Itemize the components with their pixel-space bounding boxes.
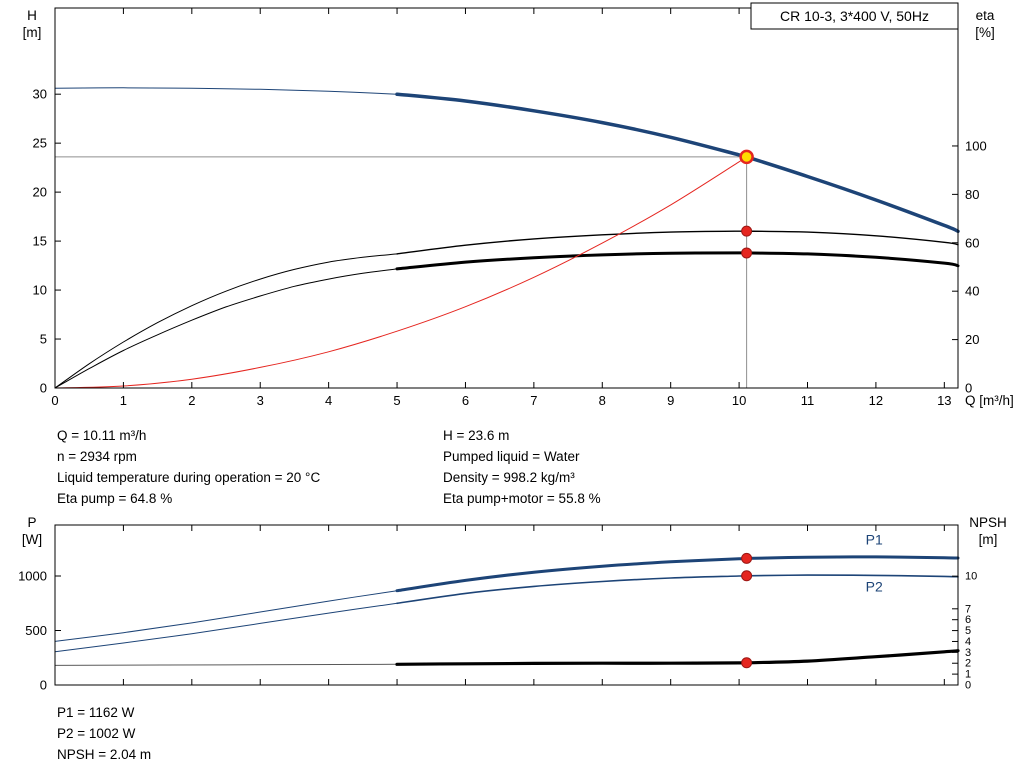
pump-legend-box bbox=[750, 2, 959, 30]
curve-series bbox=[54, 87, 960, 389]
chart-text: 5 bbox=[393, 393, 400, 408]
chart-text: 10 bbox=[732, 393, 746, 408]
plot-border bbox=[54, 524, 959, 686]
chart-text: P2 bbox=[866, 578, 883, 594]
series-eta-pump-lead bbox=[54, 253, 398, 389]
qh-efficiency-chart: 0 1 2 3 4 5 6 7 8 9 10 11 12 130510152025300204060801… bbox=[23, 2, 1014, 408]
info-speed: n = 2934 rpm bbox=[57, 449, 137, 464]
chart-text: 13 bbox=[937, 393, 951, 408]
chart-text: 15 bbox=[33, 234, 47, 249]
series-eta-pump-motor-lead bbox=[54, 268, 398, 389]
chart-text: 11 bbox=[801, 393, 815, 408]
series-p1-curve-lead bbox=[54, 590, 398, 642]
chart-text: 5 bbox=[40, 332, 47, 347]
chart-text: 8 bbox=[599, 393, 606, 408]
chart-text: P bbox=[27, 515, 36, 530]
chart-text: 4 bbox=[325, 393, 332, 408]
chart-text: 3 bbox=[257, 393, 264, 408]
chart-text: 20 bbox=[965, 332, 979, 347]
curve-labels: P1 P2 bbox=[866, 531, 883, 594]
duty-info-left-column: Q = 10.11 m³/h n = 2934 rpm Liquid tempe… bbox=[57, 425, 320, 509]
curve-series bbox=[54, 555, 960, 666]
info-temperature: Liquid temperature during operation = 20… bbox=[57, 470, 321, 485]
chart-text: 0 bbox=[965, 680, 971, 692]
operating-point-dot bbox=[741, 552, 753, 564]
chart-text: 0 bbox=[965, 381, 972, 396]
chart-text: NPSH bbox=[969, 515, 1007, 530]
chart-text: 500 bbox=[25, 623, 47, 638]
chart-text: [W] bbox=[22, 532, 42, 547]
info-flow: Q = 10.11 m³/h bbox=[57, 428, 147, 443]
chart-text: 25 bbox=[33, 136, 47, 151]
chart-text: eta bbox=[976, 8, 995, 23]
series-system-curve bbox=[54, 156, 748, 389]
chart-text: [m] bbox=[23, 25, 42, 40]
series-p1-curve bbox=[395, 555, 960, 593]
chart-text: 40 bbox=[965, 284, 979, 299]
info-head: H = 23.6 m bbox=[443, 428, 510, 443]
chart-text: P1 bbox=[866, 531, 883, 547]
series-eta-pump bbox=[396, 230, 959, 255]
operating-point-dot bbox=[741, 225, 753, 237]
chart-text: [m] bbox=[979, 532, 998, 547]
result-p2: P2 = 1002 W bbox=[57, 726, 136, 741]
operating-point-markers bbox=[741, 552, 753, 669]
chart-text: 10 bbox=[965, 571, 977, 583]
chart-text: 30 bbox=[33, 87, 47, 102]
series-p2-curve bbox=[396, 574, 959, 605]
chart-text: 100 bbox=[965, 138, 987, 153]
chart-text: 10 bbox=[33, 283, 47, 298]
series-eta-pump-motor bbox=[395, 251, 960, 271]
chart-text: H bbox=[27, 8, 37, 23]
chart-text: 80 bbox=[965, 187, 979, 202]
info-density: Density = 998.2 kg/m³ bbox=[443, 470, 575, 485]
chart-text: 4 bbox=[965, 636, 971, 648]
chart-text: 3 bbox=[965, 647, 971, 659]
series-npsh-curve bbox=[395, 649, 960, 666]
result-p1: P1 = 1162 W bbox=[57, 705, 135, 720]
chart-text: 2 bbox=[965, 658, 971, 670]
info-eta-total: Eta pump+motor = 55.8 % bbox=[443, 491, 601, 506]
chart-text: 1 bbox=[120, 393, 127, 408]
chart-text: 7 bbox=[965, 603, 971, 615]
info-liquid: Pumped liquid = Water bbox=[443, 449, 580, 464]
operating-point-dot bbox=[741, 657, 753, 669]
info-eta-pump: Eta pump = 64.8 % bbox=[57, 491, 173, 506]
chart-text: 20 bbox=[33, 185, 47, 200]
series-head-curve bbox=[395, 92, 960, 234]
operating-point-dot bbox=[741, 570, 753, 582]
chart-text: 9 bbox=[667, 393, 674, 408]
chart-text: 2 bbox=[188, 393, 195, 408]
chart-text: 0 bbox=[40, 381, 47, 396]
chart-text: 6 bbox=[965, 614, 971, 626]
chart-text: [%] bbox=[975, 25, 995, 40]
chart-text: 5 bbox=[965, 625, 971, 637]
result-npsh: NPSH = 2.04 m bbox=[57, 747, 152, 762]
duty-point-marker bbox=[739, 149, 754, 165]
chart-text: 1 bbox=[965, 669, 971, 681]
chart-text: 60 bbox=[965, 235, 979, 250]
plot-border bbox=[54, 7, 959, 389]
chart-text: 1000 bbox=[18, 569, 47, 584]
duty-info-right-column: H = 23.6 m Pumped liquid = Water Density… bbox=[443, 425, 601, 509]
chart-text: 0 bbox=[51, 393, 58, 408]
series-p2-curve-lead bbox=[54, 602, 398, 653]
chart-text: 0 bbox=[40, 678, 47, 693]
operating-point-markers bbox=[739, 149, 754, 259]
chart-text: Q [m³/h] bbox=[965, 393, 1014, 408]
chart-text: 6 bbox=[462, 393, 469, 408]
chart-text: 7 bbox=[530, 393, 537, 408]
axes: 0 1 2 3 4 5 6 7 8 9 10 11 12 130510152025300204060801… bbox=[23, 2, 1014, 408]
results-block: P1 = 1162 W P2 = 1002 W NPSH = 2.04 m bbox=[57, 702, 151, 765]
chart-text: CR 10-3, 3*400 V, 50Hz bbox=[780, 8, 929, 24]
operating-point-dot bbox=[741, 247, 753, 259]
duty-crosshair-lines bbox=[55, 156, 748, 388]
series-npsh-curve-lead bbox=[54, 663, 398, 666]
series-head-curve-lead bbox=[54, 87, 398, 95]
chart-text: 12 bbox=[869, 393, 883, 408]
